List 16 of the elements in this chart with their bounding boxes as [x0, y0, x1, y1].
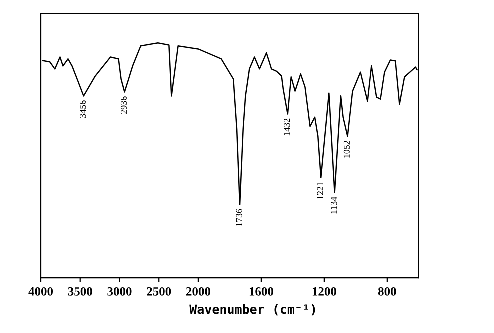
x-tick-label: 1200 — [312, 287, 336, 296]
annotation: 2936 — [120, 96, 128, 114]
x-tick-label: 2500 — [147, 287, 172, 296]
x-tick-label: 2000 — [186, 287, 210, 296]
annotation: 1134 — [331, 197, 338, 214]
annotation: 1736 — [236, 209, 242, 226]
x-tick-label: 3500 — [68, 287, 92, 296]
annotation: 1432 — [284, 118, 290, 136]
annotation: 1052 — [344, 141, 350, 158]
x-tick-label: 800 — [378, 287, 396, 296]
annotation: 3456 — [80, 100, 86, 118]
x-tick-label: 4000 — [28, 287, 54, 296]
x-tick-label: 1600 — [250, 287, 274, 296]
annotation: 1221 — [317, 182, 324, 200]
x-tick-label: 3000 — [108, 287, 132, 296]
x-axis-title: Wavenumber (cm⁻¹) — [190, 304, 316, 316]
